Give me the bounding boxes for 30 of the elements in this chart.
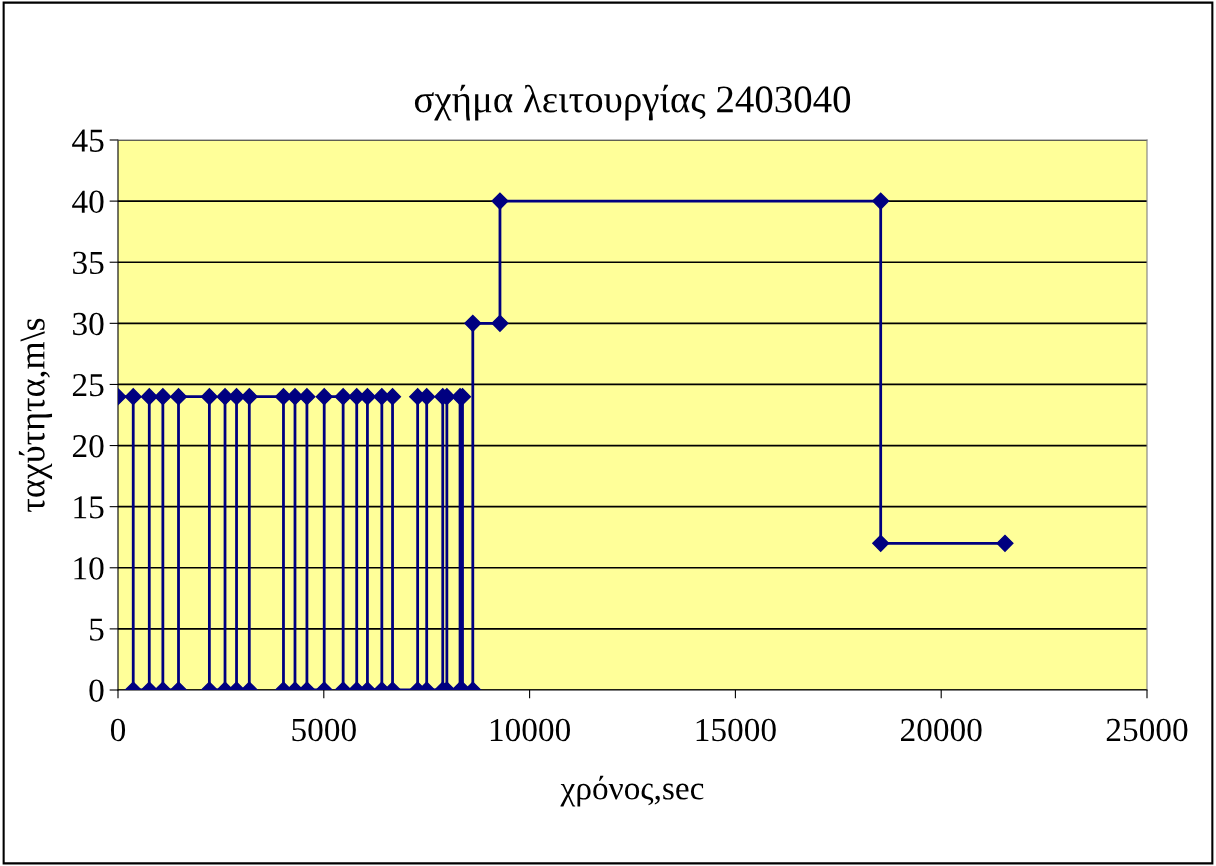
point: [464, 314, 482, 332]
y-tick-label: 25: [72, 373, 104, 397]
x-tick-label: 10000: [490, 718, 570, 742]
point: [996, 534, 1014, 552]
point: [124, 388, 142, 406]
point: [169, 388, 188, 406]
y-axis-title: ταχύτητα,m\s: [18, 318, 53, 512]
y-tick-label: 5: [90, 618, 104, 641]
y-tick-label: 15: [74, 496, 104, 519]
point: [140, 388, 158, 406]
point: [491, 314, 509, 332]
point: [154, 388, 172, 406]
x-tick-label: 5000: [292, 718, 356, 742]
x-tick-label: 20000: [901, 718, 982, 742]
y-tick-label: 0: [89, 679, 104, 702]
y-tick-label: 45: [72, 129, 104, 152]
y-tick-label: 20: [72, 434, 104, 458]
x-tick-label: 15000: [696, 718, 776, 742]
y-tick-label: 35: [73, 251, 104, 275]
x-tick-label: 25000: [1106, 718, 1188, 742]
point: [200, 388, 218, 406]
point: [872, 534, 890, 552]
x-tick-label: 0: [110, 718, 126, 742]
chart-title: σχήμα λειτουργίας 2403040: [414, 84, 851, 121]
point: [315, 388, 333, 406]
y-tick-label: 40: [72, 190, 104, 213]
y-tick-label: 30: [73, 312, 104, 336]
point: [334, 388, 352, 406]
x-axis-title: χρόνος,sec: [560, 775, 704, 807]
y-tick-label: 10: [74, 557, 104, 580]
